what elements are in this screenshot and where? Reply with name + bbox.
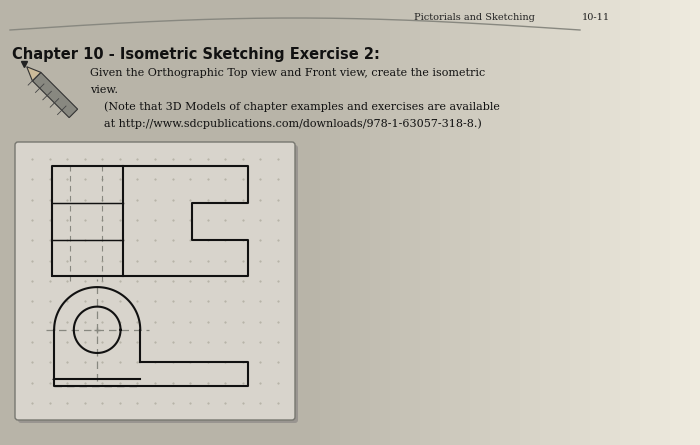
- Text: 10-11: 10-11: [582, 12, 610, 21]
- Bar: [490, 0, 500, 445]
- Bar: [400, 0, 410, 445]
- Bar: [650, 0, 660, 445]
- Polygon shape: [27, 67, 41, 81]
- Bar: [450, 0, 460, 445]
- FancyBboxPatch shape: [18, 145, 298, 423]
- Bar: [330, 0, 340, 445]
- Bar: [570, 0, 580, 445]
- Bar: [480, 0, 490, 445]
- Bar: [310, 0, 320, 445]
- Bar: [590, 0, 600, 445]
- Bar: [630, 0, 640, 445]
- Text: view.: view.: [90, 85, 118, 95]
- Bar: [670, 0, 680, 445]
- Bar: [360, 0, 370, 445]
- Text: at http://www.sdcpublications.com/downloads/978-1-63057-318-8.): at http://www.sdcpublications.com/downlo…: [90, 119, 482, 129]
- Bar: [300, 0, 310, 445]
- Bar: [380, 0, 390, 445]
- Bar: [660, 0, 670, 445]
- Bar: [680, 0, 690, 445]
- Bar: [510, 0, 520, 445]
- Bar: [560, 0, 570, 445]
- FancyBboxPatch shape: [15, 142, 295, 420]
- Bar: [340, 0, 350, 445]
- Bar: [320, 0, 330, 445]
- Bar: [530, 0, 540, 445]
- Bar: [370, 0, 380, 445]
- Text: Pictorials and Sketching: Pictorials and Sketching: [414, 12, 535, 21]
- Bar: [600, 0, 610, 445]
- Text: (Note that 3D Models of chapter examples and exercises are available: (Note that 3D Models of chapter examples…: [90, 102, 500, 112]
- Polygon shape: [32, 73, 78, 117]
- Bar: [0, 0, 300, 445]
- Text: Chapter 10 - Isometric Sketching Exercise 2:: Chapter 10 - Isometric Sketching Exercis…: [12, 48, 380, 62]
- Bar: [350, 0, 360, 445]
- Bar: [500, 0, 510, 445]
- Bar: [550, 0, 560, 445]
- Bar: [610, 0, 620, 445]
- Bar: [580, 0, 590, 445]
- Bar: [420, 0, 430, 445]
- Bar: [470, 0, 480, 445]
- Bar: [440, 0, 450, 445]
- Bar: [540, 0, 550, 445]
- Text: Given the Orthographic Top view and Front view, create the isometric: Given the Orthographic Top view and Fron…: [90, 68, 485, 78]
- Bar: [640, 0, 650, 445]
- Bar: [430, 0, 440, 445]
- Bar: [620, 0, 630, 445]
- Bar: [410, 0, 420, 445]
- Bar: [690, 0, 700, 445]
- Bar: [520, 0, 530, 445]
- Bar: [460, 0, 470, 445]
- Bar: [390, 0, 400, 445]
